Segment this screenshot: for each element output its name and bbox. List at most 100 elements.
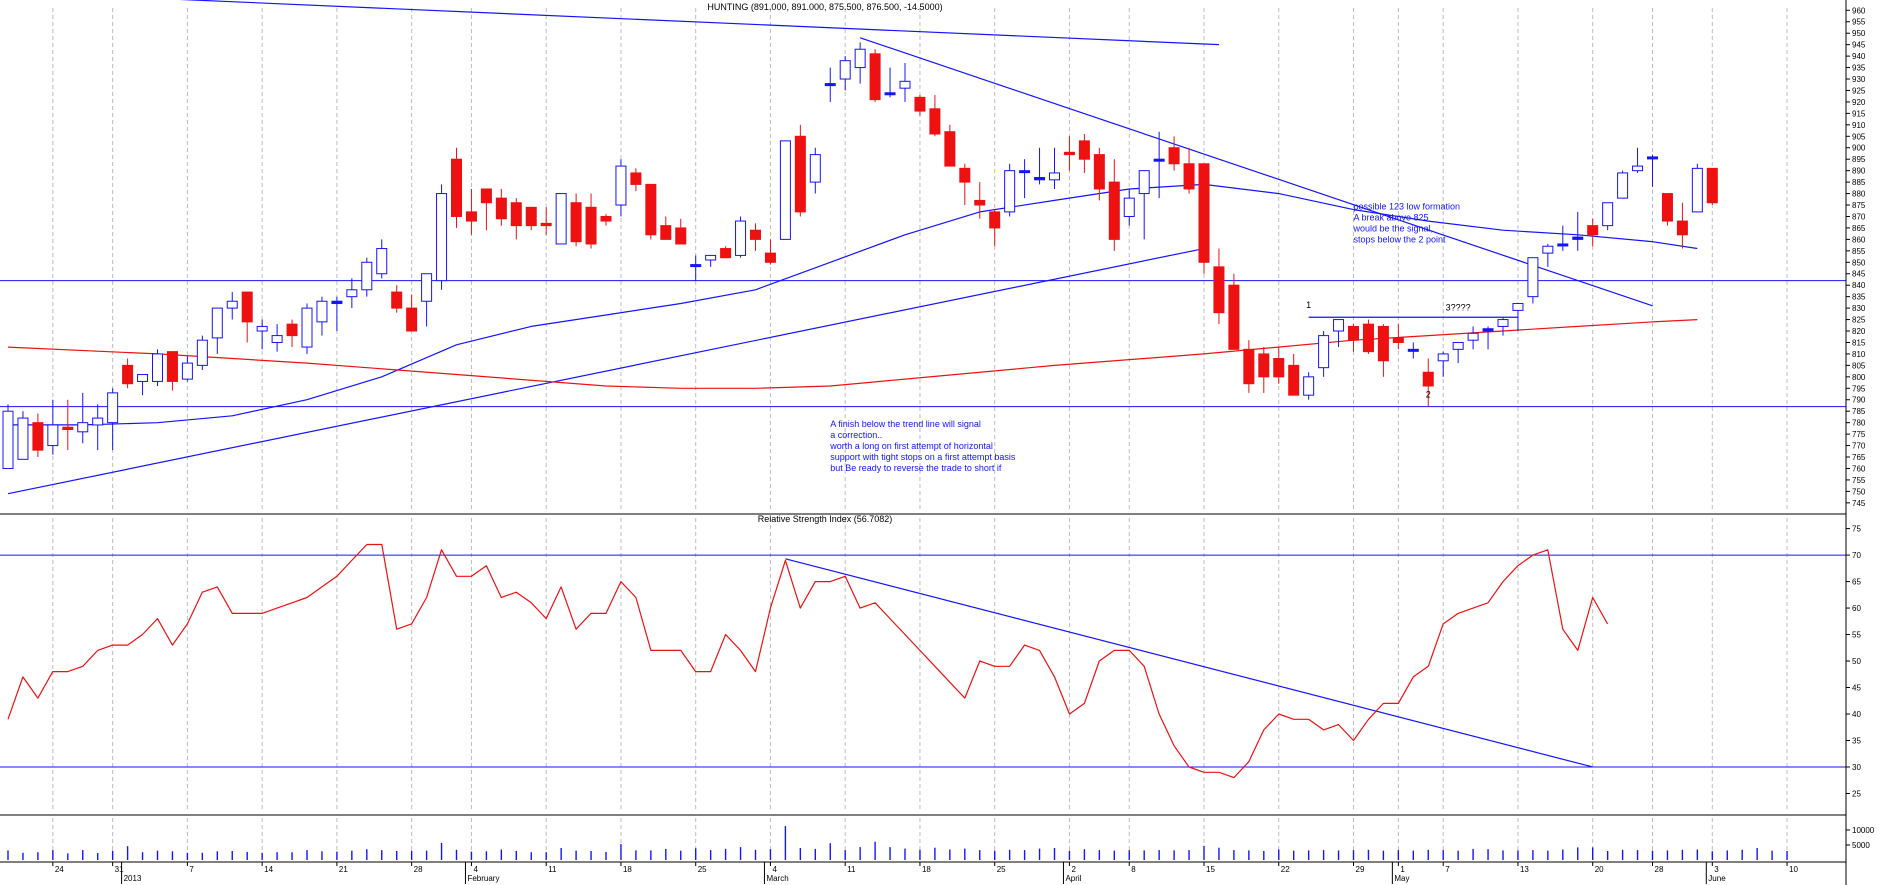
candle-body: [361, 261, 373, 291]
candle: [226, 292, 238, 320]
point-label: 3????: [1446, 302, 1471, 312]
candle-body: [391, 291, 403, 309]
candle-body: [137, 374, 149, 382]
price-tick-label: 885: [1852, 178, 1866, 187]
candle: [331, 296, 343, 332]
candle: [839, 56, 851, 91]
month-label: May: [1394, 874, 1409, 883]
candle-body: [764, 252, 776, 263]
candle-body: [720, 248, 732, 259]
candle-body: [1617, 172, 1629, 199]
candle: [1542, 243, 1554, 267]
candle: [137, 374, 149, 396]
date-label: 15: [1206, 865, 1215, 874]
candle: [660, 216, 672, 240]
candle-body: [974, 199, 986, 206]
candle-body: [1676, 220, 1688, 236]
date-label: 11: [548, 865, 557, 874]
candle-body: [331, 300, 343, 305]
price-tick-label: 840: [1852, 281, 1866, 290]
price-tick-label: 880: [1852, 190, 1866, 199]
candle: [809, 147, 821, 194]
candle-body: [346, 289, 358, 298]
candle-body: [241, 291, 253, 323]
candle: [47, 399, 59, 455]
date-label: 20: [1595, 865, 1604, 874]
candle: [465, 188, 477, 235]
candle: [1482, 326, 1494, 350]
candle: [17, 411, 29, 460]
rsi-tick-label: 40: [1852, 710, 1861, 719]
candle: [525, 206, 537, 231]
price-tick-label: 920: [1852, 98, 1866, 107]
candle: [914, 95, 926, 116]
candle: [181, 356, 193, 382]
candle: [555, 193, 567, 245]
point-label: 1: [1306, 300, 1311, 310]
candle-body: [615, 165, 627, 206]
candle-body: [1512, 303, 1524, 311]
candle: [1706, 167, 1718, 206]
candle-body: [1019, 170, 1031, 174]
candle: [1318, 331, 1330, 377]
candle: [1691, 163, 1703, 213]
candle: [495, 188, 507, 226]
candle-body: [1333, 319, 1345, 332]
candle: [1362, 319, 1374, 354]
date-label: 7: [1445, 865, 1450, 874]
candle: [1617, 170, 1629, 199]
date-label: 8: [1131, 865, 1136, 874]
candle-body: [47, 424, 59, 447]
candle-body: [1228, 284, 1240, 350]
candle-body: [630, 172, 642, 185]
candle-body: [555, 193, 567, 245]
candle: [406, 294, 418, 332]
candle-body: [1661, 193, 1673, 222]
candle: [436, 184, 448, 290]
candle: [1063, 136, 1075, 171]
candle: [1587, 218, 1599, 247]
candle-body: [1572, 236, 1584, 240]
price-tick-label: 935: [1852, 64, 1866, 73]
candle-body: [1452, 341, 1464, 350]
candle-body: [1691, 167, 1703, 213]
moving-average-long: [7, 319, 1698, 389]
price-tick-label: 945: [1852, 41, 1866, 50]
candle-body: [1422, 371, 1434, 387]
annotation-line: possible 123 low formation: [1354, 202, 1461, 212]
candle: [107, 388, 119, 451]
volume-panel: [7, 818, 1788, 860]
candle: [166, 351, 178, 391]
candle: [854, 42, 866, 84]
candle-body: [1213, 266, 1225, 314]
candle-body: [854, 48, 866, 69]
candle-body: [181, 362, 193, 380]
candle: [1392, 324, 1404, 350]
candle: [1049, 147, 1060, 189]
candle-body: [17, 417, 29, 460]
rsi-line: [7, 543, 1609, 779]
candle-body: [690, 264, 702, 268]
rsi-title: Relative Strength Index (56.7082): [758, 514, 893, 524]
candle: [884, 67, 896, 98]
candle: [1273, 347, 1285, 384]
candle: [1004, 163, 1016, 217]
date-label: 13: [1520, 865, 1529, 874]
price-tick-label: 835: [1852, 293, 1866, 302]
candle: [301, 303, 313, 354]
price-tick-label: 795: [1852, 384, 1866, 393]
candle-body: [1243, 348, 1255, 385]
candle: [1213, 248, 1225, 325]
date-label: 18: [623, 865, 632, 874]
trend-line: [859, 37, 1653, 307]
volume-tick-label: 5000: [1852, 841, 1870, 850]
candle: [256, 319, 268, 350]
price-tick-label: 915: [1852, 109, 1866, 118]
candle: [361, 257, 373, 297]
price-tick-label: 855: [1852, 247, 1866, 256]
price-tick-label: 785: [1852, 407, 1866, 416]
candle: [1153, 131, 1165, 199]
date-label: 28: [414, 865, 423, 874]
candle: [1348, 324, 1359, 352]
rsi-tick-label: 75: [1852, 525, 1861, 534]
